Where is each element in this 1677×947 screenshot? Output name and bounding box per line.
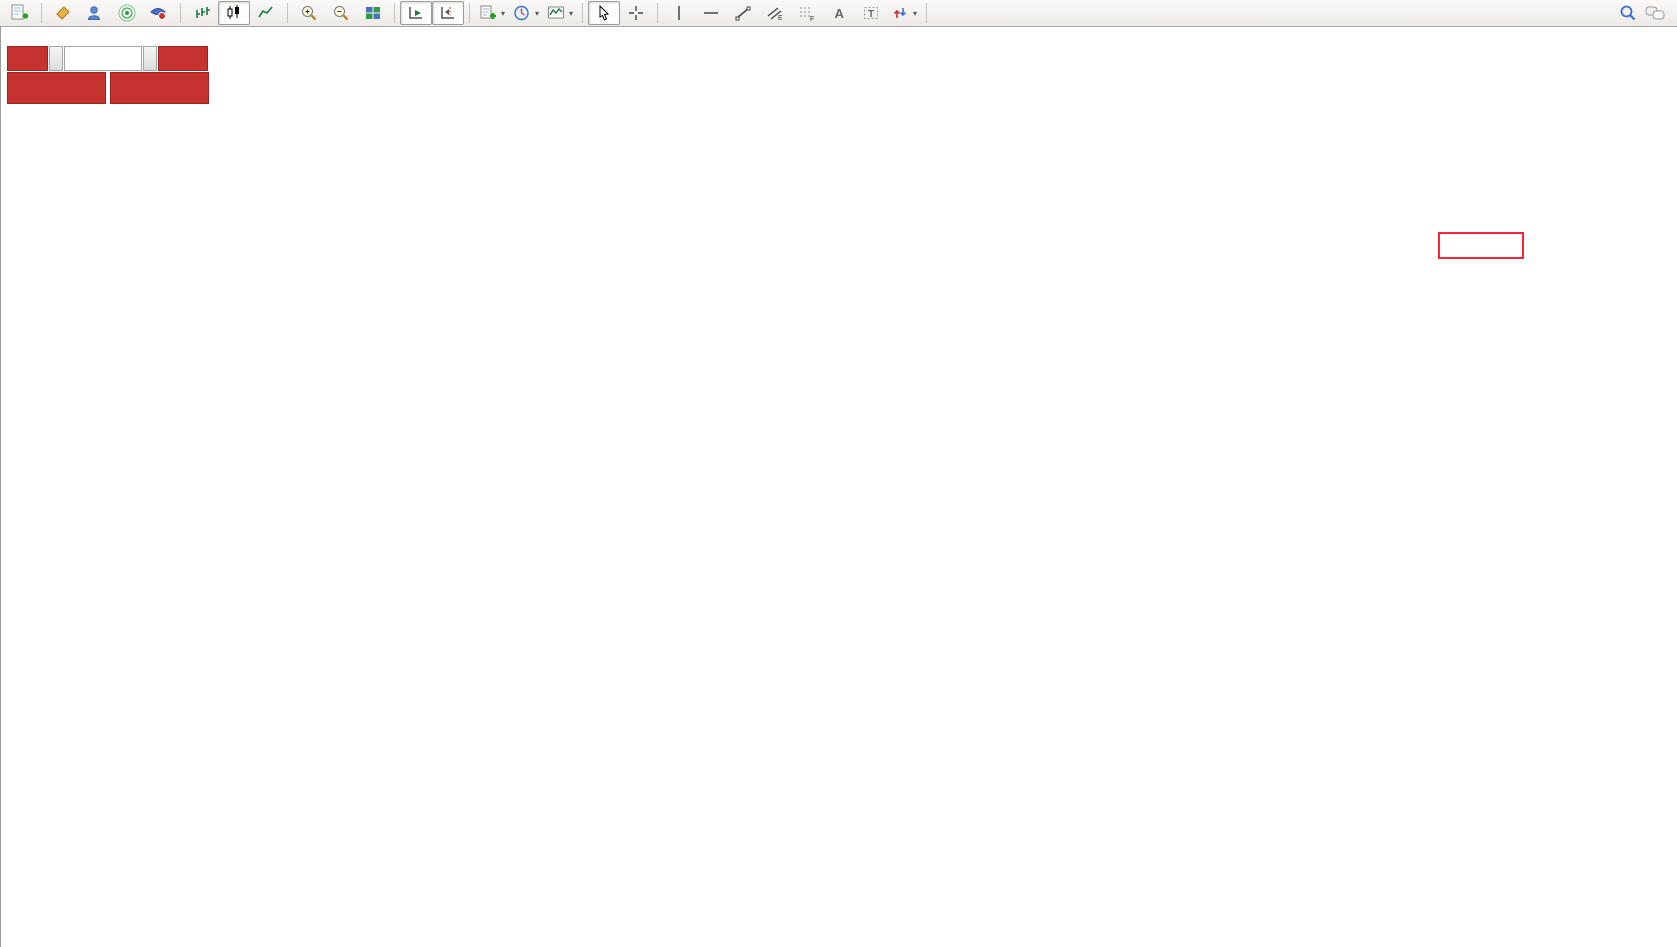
toolbar-separator	[926, 3, 928, 23]
trendline-button[interactable]	[727, 1, 759, 25]
svg-text:T: T	[868, 9, 874, 20]
auto-scroll-icon	[409, 7, 422, 19]
auto-trading-button[interactable]	[143, 1, 175, 25]
zoom-in-button[interactable]	[293, 1, 325, 25]
auto-trading-icon	[149, 8, 166, 20]
text-icon: A	[835, 6, 845, 21]
zoom-in-icon	[302, 6, 317, 21]
cursor-button[interactable]	[588, 1, 621, 25]
zoom-out-button[interactable]	[325, 1, 357, 25]
equidistant-channel-button[interactable]: E	[759, 1, 791, 25]
periods-button[interactable]: ▾	[509, 1, 543, 25]
macd-scale-bottom	[1528, 749, 1574, 763]
new-chart-button[interactable]: ▾	[475, 1, 509, 25]
buy-price-display[interactable]	[110, 72, 209, 104]
trendline-icon	[735, 6, 751, 21]
signal-button[interactable]	[111, 1, 143, 25]
zoom-out-icon	[334, 6, 349, 21]
toolbar-separator	[180, 3, 181, 23]
price-chart-canvas[interactable]	[0, 27, 1677, 947]
text-label-icon: T	[864, 7, 879, 20]
clock-icon	[514, 5, 529, 21]
indicators-icon	[548, 6, 565, 19]
bookmark-icon	[56, 6, 70, 20]
equidistant-channel-icon: E	[767, 7, 783, 22]
svg-text:E: E	[778, 15, 783, 22]
indicators-button[interactable]: ▾	[543, 1, 577, 25]
bookmark-button[interactable]	[47, 1, 79, 25]
toolbar-right-group	[1619, 4, 1673, 22]
fibonacci-icon: F	[800, 7, 814, 22]
crosshair-button[interactable]	[620, 1, 652, 25]
dropdown-arrow-icon: ▾	[569, 8, 574, 18]
volume-increment-button[interactable]	[143, 46, 157, 71]
dropdown-arrow-icon: ▾	[913, 8, 918, 18]
one-click-trading-panel	[7, 46, 209, 104]
toolbar-separator	[41, 3, 42, 23]
chart-title-bar	[6, 31, 16, 43]
toolbar-separator	[657, 3, 659, 23]
new-order-button[interactable]	[4, 1, 36, 25]
fibonacci-button[interactable]: F	[791, 1, 823, 25]
sell-button[interactable]	[7, 46, 48, 71]
bar-chart-button[interactable]	[186, 1, 218, 25]
dropdown-arrow-icon: ▾	[501, 8, 506, 18]
candlestick-chart-icon	[227, 5, 239, 19]
search-icon[interactable]	[1619, 4, 1637, 22]
horizontal-line-button[interactable]	[695, 1, 727, 25]
text-button[interactable]: A	[823, 1, 855, 25]
cursor-icon	[599, 4, 610, 21]
crosshair-icon	[629, 6, 644, 20]
signal-icon	[118, 4, 136, 22]
line-chart-icon	[258, 6, 273, 18]
line-chart-button[interactable]	[250, 1, 282, 25]
auto-scroll-button[interactable]	[400, 1, 432, 25]
toolbar-separator	[394, 3, 395, 23]
chart-shift-icon	[441, 7, 454, 19]
text-label-button[interactable]: T	[855, 1, 887, 25]
svg-text:A: A	[835, 6, 845, 21]
chart-window	[0, 27, 1677, 947]
annotation-price-label[interactable]	[1438, 232, 1524, 259]
chart-shift-button[interactable]	[432, 1, 464, 25]
vertical-line-button[interactable]	[663, 1, 695, 25]
candlestick-chart-button[interactable]	[218, 1, 250, 25]
buy-button[interactable]	[158, 46, 208, 71]
tile-windows-button[interactable]	[357, 1, 389, 25]
arrows-icon	[893, 8, 907, 18]
new-chart-icon	[480, 5, 496, 19]
profile-icon	[87, 6, 101, 20]
sell-price-display[interactable]	[7, 72, 106, 104]
toolbar-separator	[469, 3, 470, 23]
volume-input[interactable]	[64, 46, 142, 71]
volume-decrement-button[interactable]	[49, 46, 63, 71]
vertical-line-icon	[678, 6, 680, 20]
dropdown-arrow-icon: ▾	[535, 8, 540, 18]
toolbar-separator	[582, 3, 584, 23]
tile-windows-icon	[366, 7, 380, 19]
bar-chart-icon	[196, 7, 210, 18]
arrows-button[interactable]: ▾	[887, 1, 921, 25]
main-toolbar: ▾ ▾ ▾ E F A	[0, 0, 1677, 27]
svg-text:F: F	[810, 16, 814, 22]
toolbar-separator	[287, 3, 288, 23]
horizontal-line-icon	[704, 12, 719, 14]
chat-icon[interactable]	[1645, 4, 1665, 22]
profile-button[interactable]	[79, 1, 111, 25]
new-order-icon	[11, 4, 28, 20]
